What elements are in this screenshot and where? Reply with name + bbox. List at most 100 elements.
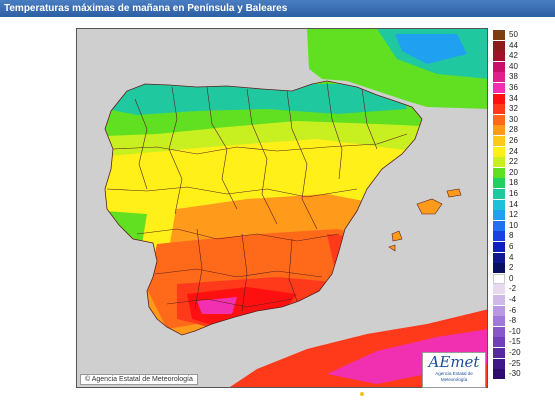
legend-label: 38 bbox=[509, 72, 518, 82]
legend-swatch bbox=[493, 210, 505, 221]
legend-swatch bbox=[493, 199, 505, 210]
legend-item: 10 bbox=[493, 220, 553, 231]
legend-swatch bbox=[493, 167, 505, 178]
legend-item: 6 bbox=[493, 242, 553, 252]
mallorca bbox=[416, 198, 443, 215]
legend-swatch bbox=[493, 104, 505, 115]
legend-label: 40 bbox=[509, 61, 518, 71]
legend-label: 42 bbox=[509, 51, 518, 61]
legend-label: -8 bbox=[509, 316, 517, 326]
legend-label: -30 bbox=[509, 369, 521, 379]
legend-label: -4 bbox=[509, 295, 517, 304]
legend-label: 12 bbox=[509, 210, 518, 220]
legend-label: 2 bbox=[509, 263, 514, 273]
legend-item: 38 bbox=[493, 72, 553, 83]
map-title: Temperaturas máximas de mañana en Peníns… bbox=[0, 0, 555, 17]
legend-label: 8 bbox=[509, 231, 514, 241]
legend-label: 18 bbox=[509, 178, 518, 188]
legend-label: 50 bbox=[509, 30, 518, 39]
legend-swatch bbox=[493, 157, 505, 168]
legend-swatch bbox=[493, 40, 505, 51]
legend-swatch bbox=[493, 273, 505, 284]
legend-swatch bbox=[493, 72, 505, 83]
legend-item: 40 bbox=[493, 61, 553, 72]
legend-item: 36 bbox=[493, 83, 553, 93]
ibiza bbox=[391, 230, 403, 242]
legend-swatch bbox=[493, 252, 505, 263]
legend-swatch bbox=[493, 30, 505, 40]
legend-swatch bbox=[493, 51, 505, 62]
legend-item: 4 bbox=[493, 252, 553, 263]
marker-dot bbox=[360, 392, 364, 396]
legend-swatch bbox=[493, 146, 505, 157]
legend-swatch bbox=[493, 93, 505, 104]
temperature-legend: 50 44 42 40 38 36 34 32 30 28 26 24 22 20 18 16 14 12 10 8 6… bbox=[493, 30, 553, 385]
legend-label: 28 bbox=[509, 125, 518, 135]
legend-label: 26 bbox=[509, 136, 518, 145]
legend-item: -2 bbox=[493, 284, 553, 295]
copyright-credit: © Agencia Estatal de Meteorología bbox=[80, 374, 198, 385]
legend-swatch bbox=[493, 136, 505, 146]
legend-label: 44 bbox=[509, 40, 518, 50]
legend-item: -30 bbox=[493, 369, 553, 380]
legend-item: 0 bbox=[493, 273, 553, 284]
legend-swatch bbox=[493, 358, 505, 369]
legend-swatch bbox=[493, 189, 505, 199]
legend-label: -25 bbox=[509, 358, 521, 368]
legend-item: -8 bbox=[493, 316, 553, 327]
legend-label: 6 bbox=[509, 242, 514, 251]
legend-label: 16 bbox=[509, 189, 518, 198]
legend-swatch bbox=[493, 231, 505, 242]
legend-item: 32 bbox=[493, 104, 553, 115]
logo-subtitle: Agencia Estatal de Meteorología bbox=[435, 371, 473, 382]
legend-label: 0 bbox=[509, 273, 514, 283]
legend-item: 34 bbox=[493, 93, 553, 104]
legend-item: 30 bbox=[493, 114, 553, 125]
legend-label: 10 bbox=[509, 220, 518, 230]
province-borders bbox=[106, 82, 408, 312]
legend-label: 30 bbox=[509, 114, 518, 124]
legend-item: 14 bbox=[493, 199, 553, 210]
legend-label: 36 bbox=[509, 83, 518, 92]
legend-item: 42 bbox=[493, 51, 553, 62]
legend-label: 14 bbox=[509, 199, 518, 209]
legend-item: -20 bbox=[493, 348, 553, 358]
legend-label: -2 bbox=[509, 284, 517, 294]
legend-item: 16 bbox=[493, 189, 553, 199]
legend-item: 2 bbox=[493, 263, 553, 274]
legend-item: 20 bbox=[493, 167, 553, 178]
legend-swatch bbox=[493, 220, 505, 231]
legend-item: 50 bbox=[493, 30, 553, 40]
legend-swatch bbox=[493, 305, 505, 316]
legend-label: -20 bbox=[509, 348, 521, 357]
legend-item: -6 bbox=[493, 305, 553, 316]
legend-swatch bbox=[493, 125, 505, 136]
legend-swatch bbox=[493, 295, 505, 305]
legend-item: 22 bbox=[493, 157, 553, 168]
legend-swatch bbox=[493, 348, 505, 358]
legend-item: -15 bbox=[493, 337, 553, 348]
legend-item: 12 bbox=[493, 210, 553, 221]
logo-name: AEmet bbox=[428, 353, 480, 371]
pyrenees-cold-zone bbox=[395, 34, 467, 64]
legend-swatch bbox=[493, 316, 505, 327]
legend-item: 24 bbox=[493, 146, 553, 157]
legend-item: 8 bbox=[493, 231, 553, 242]
temperature-map bbox=[76, 28, 488, 388]
legend-label: 32 bbox=[509, 104, 518, 114]
legend-item: 28 bbox=[493, 125, 553, 136]
legend-swatch bbox=[493, 369, 505, 380]
legend-item: -4 bbox=[493, 295, 553, 305]
map-graphic bbox=[104, 29, 487, 387]
legend-label: 20 bbox=[509, 167, 518, 177]
aemet-logo: AEmet Agencia Estatal de Meteorología bbox=[422, 352, 486, 388]
legend-swatch bbox=[493, 263, 505, 274]
legend-label: -10 bbox=[509, 326, 521, 336]
legend-swatch bbox=[493, 83, 505, 93]
legend-label: -6 bbox=[509, 305, 517, 315]
legend-swatch bbox=[493, 178, 505, 189]
legend-swatch bbox=[493, 114, 505, 125]
legend-label: 24 bbox=[509, 146, 518, 156]
legend-label: 34 bbox=[509, 93, 518, 103]
legend-item: 44 bbox=[493, 40, 553, 51]
